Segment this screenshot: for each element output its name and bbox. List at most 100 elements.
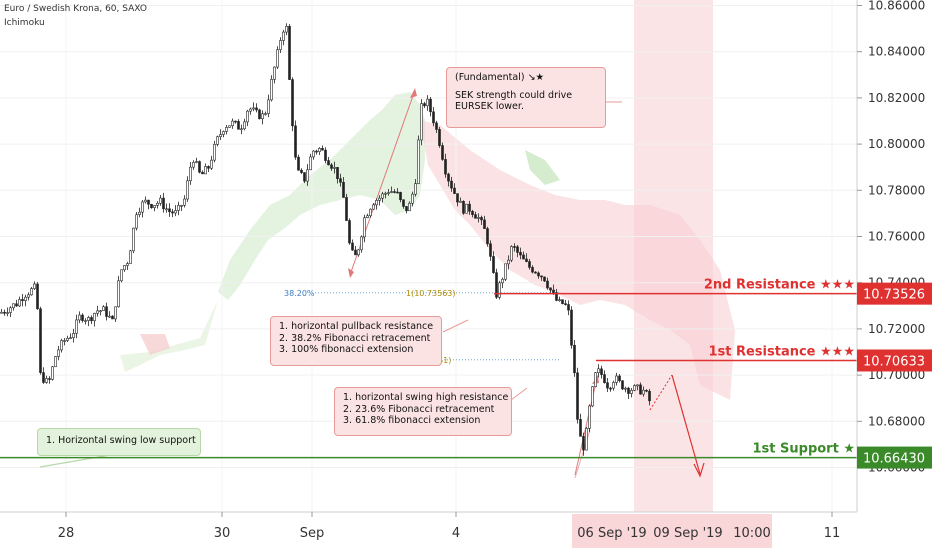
candle-body [264,113,267,115]
candle-body [315,150,318,153]
candle-body [336,167,339,179]
candle-body [405,206,408,212]
first-resistance-reason-1: 1. horizontal swing high resistance [343,392,509,403]
candle-body [378,197,381,201]
candle-body [231,120,234,127]
candle-body [402,199,405,207]
x-highlight-label: 10:00 [733,526,770,541]
candle-body [102,306,105,312]
candle-body [567,304,570,311]
candle-body [24,296,27,302]
candle-body [519,252,522,256]
candle-body [420,103,423,141]
candle-body [165,208,168,211]
candle-body [552,289,555,293]
candle-body [447,173,450,182]
candle-body [36,283,39,310]
candle-body [63,340,66,342]
candle-body [213,144,216,161]
candle-body [258,109,261,120]
indicator-label: Ichimoku [4,18,45,28]
candle-body [225,127,228,132]
candle-body [81,314,84,321]
candle-body [78,314,81,321]
candle-body [456,193,459,203]
candle-body [51,366,54,380]
candle-body [444,159,447,175]
y-tick-label: 10.68000 [868,414,925,428]
candle-body [114,306,117,320]
candle-body [243,121,246,130]
first-resistance-callout: 1. horizontal swing high resistance 2. 2… [334,387,512,436]
candle-body [252,107,255,110]
candle-body [270,79,273,101]
level-value-text: 10.70633 [863,354,925,369]
candle-body [276,49,279,68]
candle-body [324,149,327,161]
candle-body [255,107,258,111]
candle-body [480,217,483,221]
candle-layer [0,23,651,456]
candle-body [339,178,342,183]
candle-body [516,246,519,253]
candle-body [57,349,60,357]
candle-body [384,192,387,195]
candle-body [594,372,597,387]
candle-body [48,378,51,380]
candle-body [486,228,489,245]
candle-body [513,246,516,248]
y-tick-label: 10.82000 [868,91,925,105]
candle-body [573,344,576,374]
candle-body [534,271,537,274]
candle-body [6,312,9,314]
candle-body [588,405,591,429]
candle-body [636,384,639,387]
candle-body [198,161,201,173]
candle-body [372,204,375,210]
x-highlight-label: 09 Sep '19 [653,526,722,541]
candle-body [15,303,18,307]
candle-body [648,390,651,402]
candle-body [450,180,453,189]
candle-body [582,436,585,451]
candle-body [459,201,462,203]
first-resistance-reason-3: 3. 61.8% fibonacci extension [343,415,481,426]
candle-body [477,217,480,219]
candle-body [189,166,192,182]
candle-body [492,256,495,273]
candle-body [309,156,312,171]
y-tick-label: 10.76000 [868,230,925,244]
candle-body [585,428,588,451]
candle-body [366,215,369,219]
candle-body [261,113,264,120]
candle-body [273,66,276,80]
y-tick-label: 10.78000 [868,183,925,197]
candle-body [291,79,294,127]
candle-body [186,180,189,200]
candle-body [546,280,549,289]
first-resistance-reason-2: 2. 23.6% Fibonacci retracement [343,403,495,415]
candle-body [471,211,474,215]
candle-body [267,99,270,114]
x-tick-label: 30 [214,526,231,541]
candle-body [612,382,615,389]
candle-body [90,317,93,322]
level-value-box [857,349,932,372]
second-resistance-callout: 1. horizontal pullback resistance 2. 38.… [270,316,442,366]
candle-body [396,191,399,194]
candle-body [627,387,630,394]
candle-body [150,204,153,209]
candle-body [117,280,120,308]
candle-body [435,122,438,130]
first-support-reason-1: 1. Horizontal swing low support [46,435,196,446]
second-resistance-reason-3: 3. 100% fibonacci extension [279,344,414,355]
candle-body [465,203,468,214]
fib-right-label: 1(10.73563) [406,289,456,298]
candle-body [108,315,111,318]
y-tick-label: 10.70000 [868,368,925,382]
x-highlight-range [572,514,772,548]
candle-body [141,201,144,213]
candle-body [105,306,108,317]
y-tick-label: 10.86000 [868,0,925,13]
